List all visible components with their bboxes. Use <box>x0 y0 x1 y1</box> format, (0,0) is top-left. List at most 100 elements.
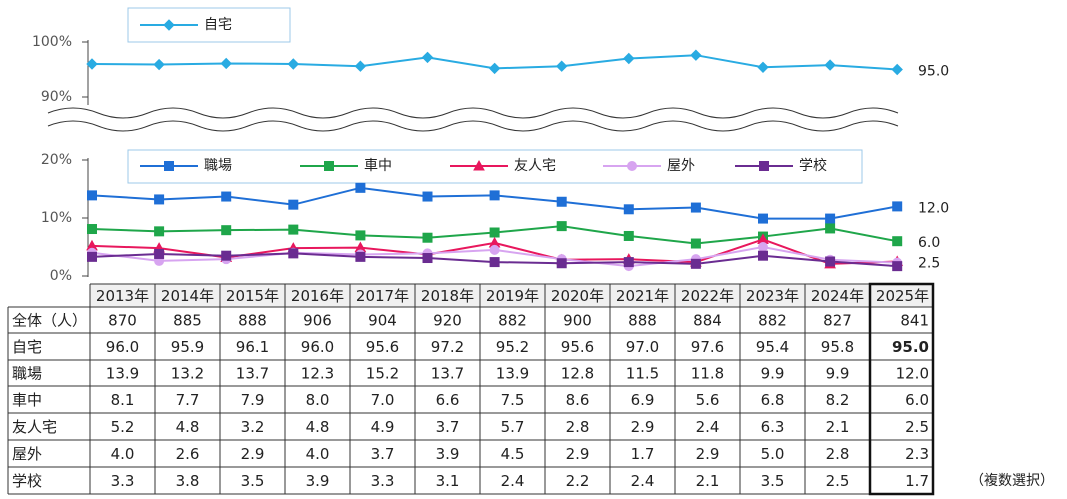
legend-label: 車中 <box>364 157 392 174</box>
point <box>489 244 500 255</box>
highlight-column <box>868 282 935 496</box>
table-cell: 920 <box>433 312 462 330</box>
point <box>488 62 501 75</box>
table-cell: 3.5 <box>761 472 785 490</box>
table-cell: 8.1 <box>111 391 135 409</box>
legend-marker <box>164 161 174 171</box>
table-cell: 885 <box>173 312 202 330</box>
point <box>87 190 97 201</box>
table-cell: 4.0 <box>111 445 135 463</box>
point <box>892 236 903 247</box>
point <box>86 58 98 70</box>
point <box>87 224 97 235</box>
point <box>354 60 367 72</box>
point <box>758 242 768 252</box>
column-header: 2024年 <box>811 287 864 305</box>
table-cell: 95.6 <box>366 338 399 356</box>
y-tick-label: 0% <box>50 268 72 284</box>
point <box>556 196 567 207</box>
table-cell: 97.0 <box>626 338 659 356</box>
row-label: 自宅 <box>12 338 42 356</box>
end-label: 2.5 <box>918 256 940 272</box>
end-label: 12.0 <box>918 200 949 216</box>
table-cell: 4.8 <box>306 418 330 436</box>
row-label: 職場 <box>12 365 42 383</box>
table-cell: 827 <box>823 312 852 330</box>
table-cell: 2.8 <box>826 445 850 463</box>
table-cell: 95.0 <box>892 338 929 356</box>
table-cell: 3.8 <box>176 472 200 490</box>
table-cell: 1.7 <box>631 445 655 463</box>
table-cell: 888 <box>238 312 267 330</box>
point <box>690 238 701 249</box>
table-cell: 6.0 <box>905 391 929 409</box>
table-cell: 2.9 <box>241 445 265 463</box>
point <box>892 261 903 272</box>
table-cell: 11.8 <box>691 365 724 383</box>
point <box>221 191 232 202</box>
table-cell: 906 <box>303 312 332 330</box>
legend-marker <box>324 161 334 171</box>
axis-break <box>47 107 899 119</box>
table-cell: 2.4 <box>501 472 525 490</box>
table-cell: 13.7 <box>236 365 269 383</box>
note: （複数選択） <box>970 472 1054 489</box>
point <box>555 60 568 72</box>
y-tick-label: 10% <box>41 210 72 226</box>
table-cell: 2.8 <box>566 418 590 436</box>
table-cell: 3.3 <box>111 472 135 490</box>
point <box>824 59 836 71</box>
table-cell: 6.3 <box>761 418 785 436</box>
table-cell: 3.9 <box>436 445 460 463</box>
point <box>87 251 97 262</box>
table-cell: 13.9 <box>496 365 529 383</box>
point <box>422 253 433 264</box>
point <box>221 225 232 236</box>
table-cell: 96.0 <box>106 338 139 356</box>
table-cell: 6.9 <box>631 391 655 409</box>
table-cell: 3.1 <box>436 472 460 490</box>
point <box>489 257 500 268</box>
column-header: 2023年 <box>746 287 799 305</box>
point <box>288 224 299 235</box>
point <box>690 258 701 269</box>
table-cell: 2.9 <box>631 418 655 436</box>
table-cell: 2.4 <box>696 418 720 436</box>
point <box>556 221 567 232</box>
column-header: 2014年 <box>161 287 214 305</box>
point <box>355 182 366 193</box>
legend-label: 学校 <box>799 157 827 174</box>
table-cell: 884 <box>693 312 722 330</box>
legend-label: 屋外 <box>667 158 695 174</box>
table-cell: 9.9 <box>826 365 850 383</box>
table-cell: 3.5 <box>241 472 265 490</box>
point <box>154 194 165 205</box>
table-cell: 12.0 <box>896 365 929 383</box>
point <box>489 227 500 238</box>
row-label: 友人宅 <box>12 418 57 436</box>
table-cell: 2.1 <box>696 472 720 490</box>
row-label: 学校 <box>12 472 42 490</box>
table-cell: 2.5 <box>905 418 929 436</box>
legend-marker <box>473 159 485 171</box>
y-tick-label: 90% <box>41 89 72 105</box>
point <box>690 202 701 213</box>
table-cell: 11.5 <box>626 365 659 383</box>
column-header: 2020年 <box>551 287 604 305</box>
point <box>623 204 634 215</box>
point <box>355 251 366 262</box>
table-cell: 4.5 <box>501 445 525 463</box>
end-label: 95.0 <box>918 64 949 80</box>
table-cell: 2.3 <box>905 445 929 463</box>
point <box>355 230 366 241</box>
row-label: 車中 <box>12 391 42 409</box>
table-cell: 7.0 <box>371 391 395 409</box>
table-cell: 3.9 <box>306 472 330 490</box>
table-cell: 13.9 <box>106 365 139 383</box>
point <box>623 230 634 241</box>
point <box>153 58 165 71</box>
table-cell: 3.7 <box>371 445 395 463</box>
table-cell: 6.8 <box>761 391 785 409</box>
table-cell: 904 <box>368 312 397 330</box>
point <box>288 199 299 210</box>
